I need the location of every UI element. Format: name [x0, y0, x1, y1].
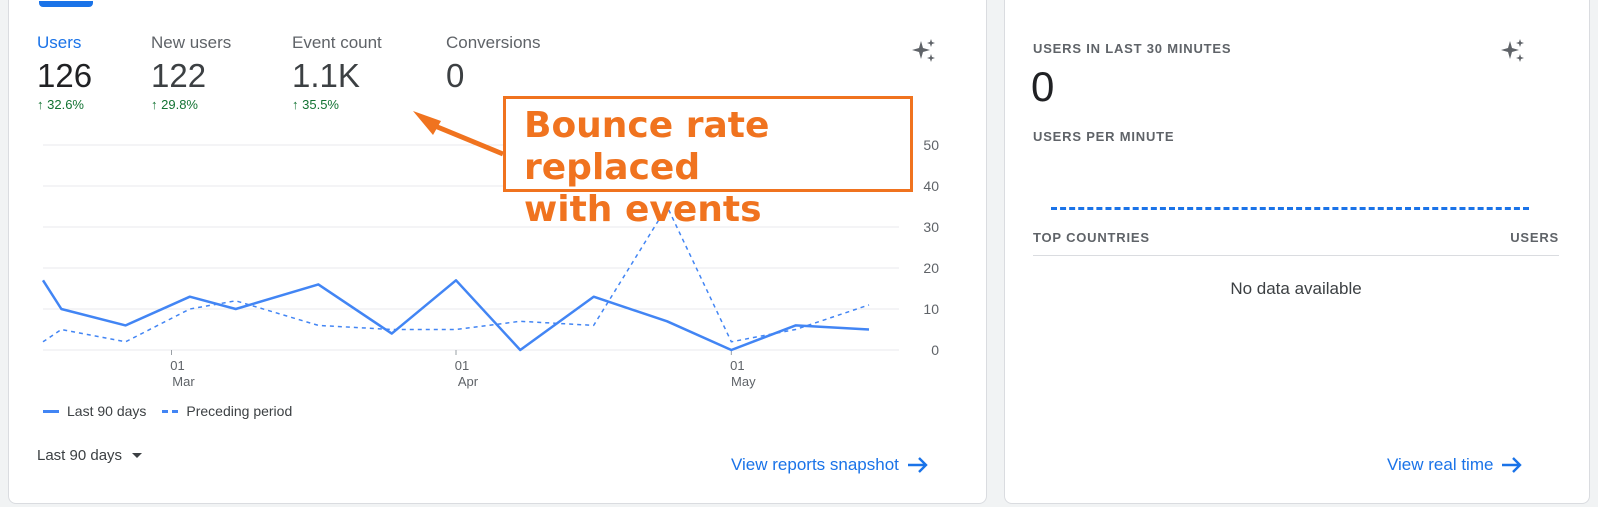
- x-tick-day: 01: [730, 358, 744, 373]
- insights-sparkle-icon[interactable]: [1499, 37, 1527, 65]
- legend-solid-swatch: [43, 409, 59, 413]
- no-data-message: No data available: [1230, 279, 1362, 298]
- metric-event-count[interactable]: Event count 1.1K ↑ 35.5%: [292, 33, 382, 112]
- legend-dashed-swatch: [162, 409, 179, 413]
- metric-value: 1.1K: [292, 57, 360, 94]
- view-reports-snapshot-link[interactable]: View reports snapshot: [731, 455, 929, 475]
- view-real-time-link[interactable]: View real time: [1387, 455, 1523, 475]
- annotation-arrow-shaft: [434, 123, 504, 157]
- series-line-preceding-period: [42, 205, 870, 343]
- users-per-minute-baseline: [1051, 207, 1529, 210]
- annotation-line-2: with events: [524, 189, 762, 230]
- x-tick-day: 01: [170, 358, 184, 373]
- annotation-line-1: Bounce rate replaced: [524, 105, 770, 188]
- metric-value: 122: [151, 57, 207, 94]
- metric-label: New users: [151, 33, 232, 52]
- arrow-right-icon: [907, 457, 928, 473]
- y-tick-label: 30: [923, 219, 939, 235]
- y-tick-label: 10: [923, 301, 939, 317]
- arrow-up-icon: ↑: [292, 97, 299, 112]
- x-tick-day: 01: [455, 358, 469, 373]
- chart-legend: Last 90 days Preceding period: [43, 403, 292, 419]
- y-tick-label: 50: [923, 137, 939, 153]
- realtime-card: USERS IN LAST 30 MINUTES 0 USERS PER MIN…: [1004, 0, 1590, 504]
- metric-label: Event count: [292, 33, 382, 52]
- date-range-label: Last 90 days: [37, 447, 123, 464]
- metric-change: ↑ 35.5%: [292, 97, 339, 112]
- arrow-right-icon: [1502, 457, 1523, 473]
- insights-sparkle-icon[interactable]: [910, 37, 938, 65]
- users-last-30-min-label: USERS IN LAST 30 MINUTES: [1033, 41, 1232, 56]
- date-range-dropdown[interactable]: Last 90 days: [37, 447, 143, 464]
- series-line-last-90-days: [41, 279, 870, 352]
- metric-conversions[interactable]: Conversions 0: [446, 33, 541, 95]
- view-reports-snapshot-label: View reports snapshot: [731, 455, 899, 474]
- metric-value: 126: [37, 57, 93, 94]
- annotation-callout: Bounce rate replaced with events: [503, 96, 913, 230]
- users-column-label: USERS: [1510, 230, 1559, 245]
- metric-label: Conversions: [446, 33, 541, 52]
- arrow-up-icon: ↑: [37, 97, 44, 112]
- home-overview-card: Users 126 ↑ 32.6% New users 122 ↑ 29.8% …: [8, 0, 987, 504]
- table-divider: [1033, 255, 1559, 256]
- legend-previous-label: Preceding period: [186, 403, 293, 419]
- y-tick-label: 20: [923, 260, 939, 276]
- y-tick-label: 40: [923, 178, 939, 194]
- view-real-time-label: View real time: [1387, 455, 1494, 474]
- metric-change: ↑ 32.6%: [37, 97, 84, 112]
- arrow-up-icon: ↑: [151, 97, 158, 112]
- users-per-minute-label: USERS PER MINUTE: [1033, 129, 1175, 144]
- metric-new-users[interactable]: New users 122 ↑ 29.8%: [151, 33, 231, 112]
- metric-value: 0: [446, 57, 465, 94]
- x-tick-month: May: [731, 374, 756, 389]
- metric-label: Users: [37, 33, 82, 52]
- annotation-arrow-head: [413, 111, 441, 135]
- y-tick-label: 0: [931, 342, 939, 358]
- x-tick-month: Mar: [172, 374, 195, 389]
- x-tick-month: Apr: [458, 374, 479, 389]
- top-countries-label: TOP COUNTRIES: [1033, 230, 1150, 245]
- metric-change: ↑ 29.8%: [151, 97, 198, 112]
- active-tab-indicator: [39, 1, 93, 7]
- legend-current-label: Last 90 days: [67, 403, 147, 419]
- users-last-30-min-value: 0: [1031, 63, 1055, 110]
- caret-down-icon: [132, 453, 143, 458]
- metric-users[interactable]: Users 126 ↑ 32.6%: [37, 33, 92, 112]
